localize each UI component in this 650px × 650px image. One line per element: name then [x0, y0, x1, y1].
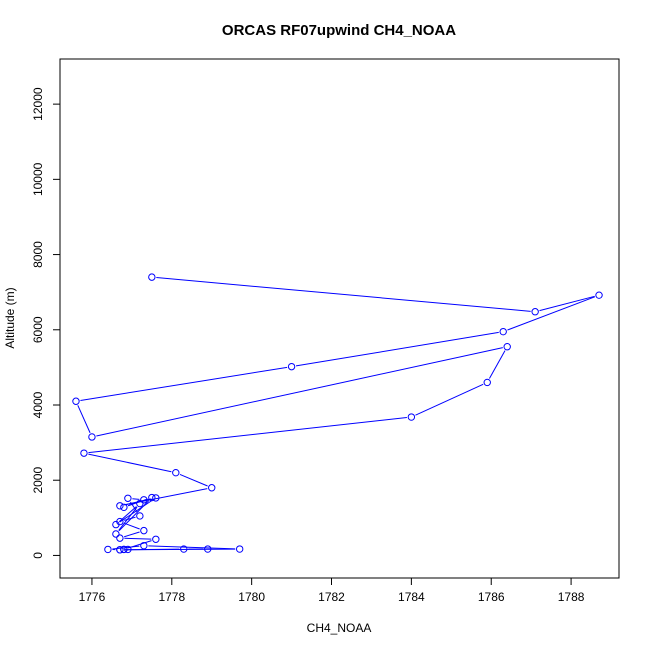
x-tick-label: 1782 — [318, 590, 345, 604]
data-point — [80, 449, 88, 457]
data-point — [208, 484, 216, 492]
y-tick-label: 8000 — [31, 241, 45, 268]
series-line-segment — [124, 548, 180, 551]
data-point — [180, 545, 188, 553]
data-point — [483, 378, 491, 387]
series-line-segment — [415, 383, 484, 416]
data-point — [499, 327, 507, 336]
data-point — [72, 397, 80, 405]
series-line-segment — [179, 473, 208, 487]
data-point — [124, 494, 132, 502]
series-line-segment — [124, 516, 136, 521]
data-point — [595, 291, 603, 299]
data-point — [140, 526, 148, 535]
y-axis: 0 2000 4000 6000 8000 10000 12000 — [31, 87, 61, 559]
data-point — [116, 517, 124, 526]
data-point — [88, 433, 96, 441]
data-point — [112, 530, 120, 538]
series-line-segment — [123, 522, 140, 530]
y-tick-label: 10000 — [31, 162, 45, 196]
data-point — [140, 541, 148, 550]
data-point — [148, 273, 156, 281]
series-line-segment — [507, 296, 596, 331]
series-line-segment — [80, 366, 288, 402]
data-point — [136, 499, 144, 508]
series-line-segment — [88, 453, 172, 473]
data-point — [104, 545, 112, 554]
series-line-segment — [118, 506, 138, 531]
data-point — [136, 512, 144, 520]
data-series — [72, 273, 603, 554]
series-line-segment — [295, 331, 499, 367]
y-tick-label: 12000 — [31, 87, 45, 121]
x-tick-label: 1784 — [398, 590, 425, 604]
data-point — [116, 546, 124, 554]
series-line-segment — [118, 500, 150, 532]
y-axis-label: Altitude (m) — [3, 287, 17, 348]
x-axis-label: CH4_NOAA — [307, 621, 372, 635]
series-line-segment — [127, 500, 140, 507]
series-line-segment — [129, 501, 138, 513]
x-tick-label: 1778 — [158, 590, 185, 604]
x-tick-label: 1776 — [79, 590, 106, 604]
y-tick-label: 4000 — [31, 391, 45, 418]
data-point — [287, 362, 296, 371]
series-line-segment — [148, 545, 236, 550]
chart-title: ORCAS RF07upwind CH4_NOAA — [222, 22, 456, 39]
y-tick-label: 6000 — [31, 316, 45, 343]
series-line-segment — [124, 531, 140, 538]
y-tick-label: 0 — [31, 552, 45, 559]
data-point — [152, 494, 160, 502]
data-point — [120, 503, 128, 511]
series-line-segment — [77, 405, 91, 434]
data-point — [152, 535, 160, 543]
series-line-segment — [124, 537, 152, 540]
data-point — [172, 468, 180, 477]
series-line-segment — [96, 347, 503, 437]
data-point — [140, 496, 148, 504]
data-point — [407, 413, 416, 421]
data-point — [503, 343, 511, 351]
y-tick-label: 2000 — [31, 467, 45, 494]
data-point — [116, 534, 124, 542]
data-point — [204, 545, 212, 553]
data-point — [531, 308, 539, 316]
x-tick-label: 1786 — [478, 590, 505, 604]
x-axis: 1776 1778 1780 1782 1784 1786 1788 — [79, 577, 585, 604]
series-line-segment — [88, 417, 407, 454]
x-tick-label: 1788 — [558, 590, 585, 604]
series-line-segment — [539, 295, 595, 312]
series-line-segment — [156, 277, 531, 312]
data-point — [116, 502, 124, 510]
data-point — [120, 545, 128, 554]
series-line-segment — [488, 350, 506, 379]
data-point — [148, 493, 156, 502]
x-tick-label: 1780 — [238, 590, 265, 604]
series-line-segment — [132, 498, 140, 500]
series-line-segment — [119, 499, 153, 523]
data-point — [124, 545, 132, 554]
data-point — [235, 545, 244, 553]
